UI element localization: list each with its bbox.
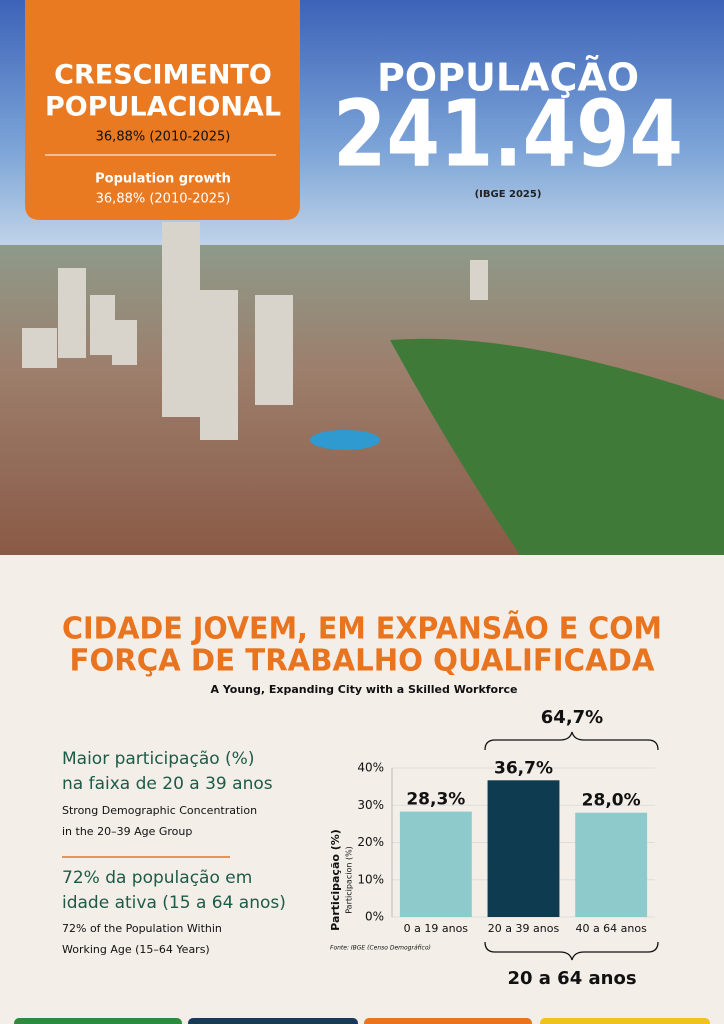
- annotation: 20 a 64 anos: [507, 968, 636, 989]
- brace: [484, 731, 659, 751]
- park: [390, 338, 724, 555]
- footer-tab: [540, 1018, 710, 1024]
- y-tick-label: 0%: [365, 910, 384, 924]
- box-title: POPULACIONAL: [45, 92, 281, 123]
- fact-heading: Maior participação (%): [62, 749, 254, 769]
- fact-text: Working Age (15–64 Years): [62, 943, 210, 956]
- y-axis-label: Participação (%): [329, 829, 342, 931]
- fact-heading: na faixa de 20 a 39 anos: [62, 774, 273, 794]
- box-en-rate: 36,88% (2010-2025): [96, 192, 231, 207]
- fact-text: Strong Demographic Concentration: [62, 804, 257, 817]
- bar: [575, 812, 648, 917]
- fact-heading: 72% da população em: [62, 868, 252, 888]
- y-tick-label: 20%: [357, 835, 384, 849]
- y-tick-label: 40%: [357, 761, 384, 775]
- section-title: FORÇA DE TRABALHO QUALIFICADA: [70, 644, 656, 679]
- fact-text: 72% of the Population Within: [62, 922, 222, 935]
- section-title: CIDADE JOVEM, EM EXPANSÃO E COM: [62, 610, 662, 647]
- x-tick-label: 0 a 19 anos: [404, 922, 469, 935]
- population-source: (IBGE 2025): [475, 189, 542, 200]
- box-en-title: Population growth: [95, 172, 231, 187]
- y-axis-sublabel: Participacion (%): [345, 846, 354, 914]
- fact-text: in the 20–39 Age Group: [62, 825, 192, 838]
- population-value: 241.494: [333, 80, 683, 187]
- growth-box: [25, 0, 300, 220]
- value-label: 36,7%: [494, 758, 553, 778]
- annotation: 64,7%: [541, 707, 603, 728]
- footer-tab: [14, 1018, 182, 1024]
- value-label: 28,0%: [582, 791, 641, 811]
- source: Fonte: IBGE (Censo Demográfico): [330, 945, 431, 952]
- box-title: CRESCIMENTO: [54, 60, 272, 91]
- x-tick-label: 40 a 64 anos: [575, 922, 647, 935]
- y-tick-label: 10%: [357, 872, 384, 886]
- footer-tab: [188, 1018, 358, 1024]
- buildings: [22, 222, 488, 440]
- bar: [399, 811, 472, 917]
- value-label: 28,3%: [406, 790, 465, 810]
- footer-tab: [364, 1018, 532, 1024]
- section-subtitle: A Young, Expanding City with a Skilled W…: [210, 683, 517, 696]
- population-label: POPULAÇÃO: [377, 56, 639, 100]
- y-tick-label: 30%: [357, 798, 384, 812]
- brace: [484, 941, 659, 961]
- fact-heading: idade ativa (15 a 64 anos): [62, 893, 286, 913]
- bar: [487, 780, 560, 917]
- box-rate: 36,88% (2010-2025): [96, 130, 231, 145]
- plaza: [310, 430, 380, 450]
- x-tick-label: 20 a 39 anos: [488, 922, 560, 935]
